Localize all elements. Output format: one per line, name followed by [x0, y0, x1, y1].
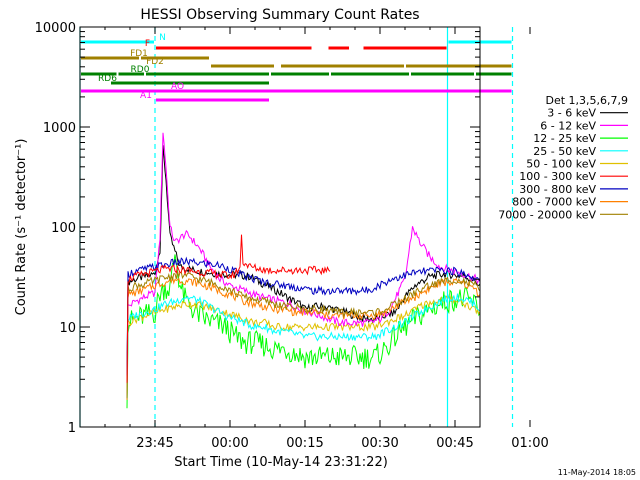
- x-tick-label: 00:00: [211, 436, 248, 451]
- flag-label: N: [159, 33, 166, 43]
- legend-title: Det 1,3,5,6,7,9: [545, 94, 628, 107]
- legend-entry-label: 800 - 7000 keV: [512, 196, 596, 209]
- x-tick-label: 00:15: [286, 436, 323, 451]
- y-tick-label: 1: [68, 421, 76, 436]
- y-tick-label: 10: [59, 321, 76, 336]
- series-line: [126, 256, 480, 376]
- x-tick-label: 23:45: [136, 436, 173, 451]
- legend-entry-label: 25 - 50 keV: [533, 145, 596, 158]
- y-tick-label: 1000: [43, 121, 76, 136]
- series-line: [126, 271, 480, 399]
- flag-label: AO: [171, 82, 184, 92]
- series-line: [126, 294, 480, 400]
- series-line: [126, 234, 331, 383]
- x-tick-label: 00:45: [436, 436, 473, 451]
- legend-entry-label: 3 - 6 keV: [547, 107, 596, 120]
- flag-label: FD2: [146, 57, 164, 67]
- chart-title: HESSI Observing Summary Count Rates: [140, 7, 419, 23]
- y-tick-label: 100: [51, 221, 76, 236]
- series-line: [126, 132, 480, 382]
- timestamp: 11-May-2014 18:05: [558, 468, 636, 477]
- flag-label: RD0: [131, 65, 150, 75]
- x-axis-ticks: 23:45 00:00 00:15 00:30 00:45 01:00: [79, 27, 549, 451]
- plot-frame: [79, 26, 481, 428]
- legend-entry-label: 50 - 100 keV: [526, 158, 596, 171]
- series-lines: [126, 132, 480, 409]
- series-line: [126, 293, 480, 399]
- x-tick-label: 01:00: [511, 436, 548, 451]
- flag-label: RD6: [98, 74, 117, 84]
- flag-label: FD1: [130, 49, 148, 59]
- y-tick-label: 10000: [35, 21, 76, 36]
- y-axis-ticks: 1 10 100 1000 10000: [35, 21, 480, 436]
- series-line: [126, 145, 480, 384]
- marker-lines: [79, 27, 514, 427]
- flag-label: A1: [140, 91, 152, 101]
- legend-entry-label: 100 - 300 keV: [519, 170, 596, 183]
- flag-label: F: [145, 39, 150, 49]
- legend-entry-label: 300 - 800 keV: [519, 183, 596, 196]
- legend-entry-label: 7000 - 20000 keV: [498, 208, 596, 221]
- legend-entry-label: 12 - 25 keV: [533, 132, 596, 145]
- x-axis-label: Start Time (10-May-14 23:31:22): [174, 455, 388, 470]
- x-tick-label: 00:30: [361, 436, 398, 451]
- series-line: [126, 276, 480, 400]
- y-axis-label: Count Rate (s⁻¹ detector⁻¹): [14, 139, 29, 316]
- legend-entry-label: 6 - 12 keV: [540, 119, 596, 132]
